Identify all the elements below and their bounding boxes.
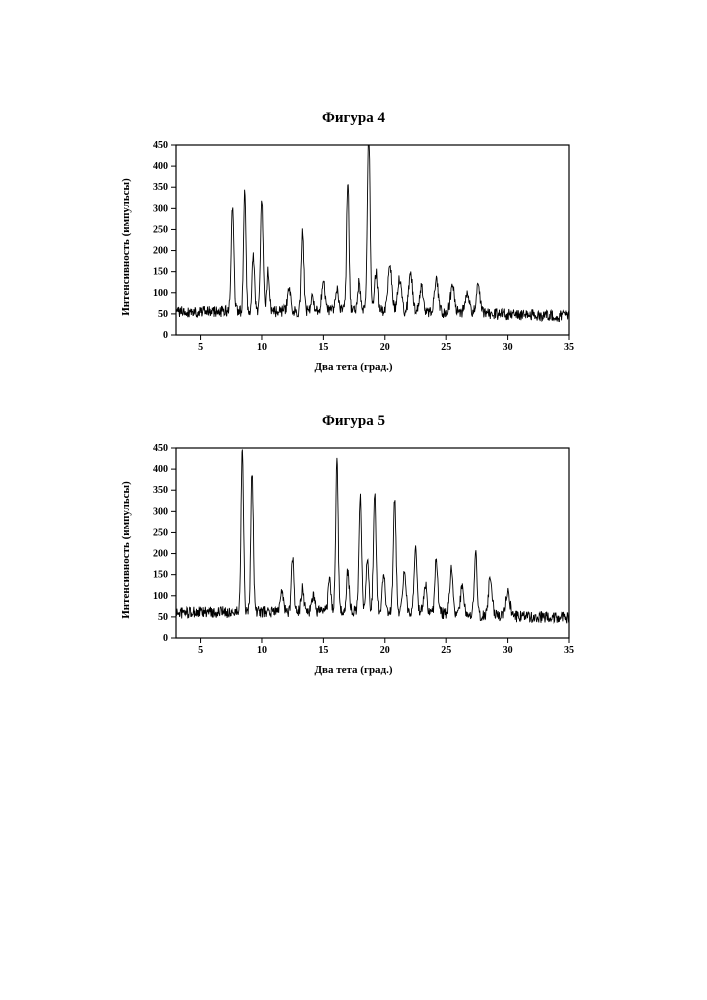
svg-text:20: 20 <box>379 645 389 656</box>
figure-4-title: Фигура 4 <box>134 110 574 127</box>
svg-text:10: 10 <box>256 645 266 656</box>
figure-5-svg: 0 50 100 150 200 250 300 350 400 450 5 10 15 20 25 30 35 <box>134 440 574 660</box>
page: Фигура 4 Интенсивность (импульсы) 050100… <box>0 0 707 1000</box>
figure-4-svg: 0 50 100 150 200 250 300 350 400 450 5 10 15 20 25 30 35 <box>134 137 574 357</box>
figure-4: Фигура 4 Интенсивность (импульсы) 050100… <box>134 110 574 373</box>
figure-4-xlabel: Два тета (град.) <box>134 361 574 373</box>
svg-text:250: 250 <box>153 224 168 235</box>
figure-5-ylabel: Интенсивность (импульсы) <box>120 481 132 619</box>
svg-text:350: 350 <box>153 485 168 496</box>
svg-text:10: 10 <box>256 342 266 353</box>
svg-text:100: 100 <box>153 288 168 299</box>
figure-4-ylabel: Интенсивность (импульсы) <box>120 178 132 316</box>
svg-text:5: 5 <box>198 645 203 656</box>
svg-text:400: 400 <box>153 464 168 475</box>
figure-5-title: Фигура 5 <box>134 413 574 430</box>
figure-4-chart: Интенсивность (импульсы) 050100150200250… <box>134 137 574 357</box>
svg-text:300: 300 <box>153 506 168 517</box>
svg-text:300: 300 <box>153 203 168 214</box>
svg-text:5: 5 <box>198 342 203 353</box>
svg-text:200: 200 <box>153 246 168 257</box>
svg-text:250: 250 <box>153 527 168 538</box>
svg-text:0: 0 <box>163 633 168 644</box>
svg-text:0: 0 <box>163 330 168 341</box>
svg-text:30: 30 <box>502 342 512 353</box>
svg-text:50: 50 <box>158 309 168 320</box>
svg-text:50: 50 <box>158 612 168 623</box>
svg-text:35: 35 <box>564 342 574 353</box>
svg-text:350: 350 <box>153 182 168 193</box>
svg-text:150: 150 <box>153 267 168 278</box>
svg-text:25: 25 <box>441 342 451 353</box>
svg-text:20: 20 <box>379 342 389 353</box>
svg-text:100: 100 <box>153 591 168 602</box>
svg-text:30: 30 <box>502 645 512 656</box>
svg-text:450: 450 <box>153 140 168 151</box>
svg-text:200: 200 <box>153 549 168 560</box>
figure-5-xlabel: Два тета (град.) <box>134 664 574 676</box>
svg-text:35: 35 <box>564 645 574 656</box>
svg-text:400: 400 <box>153 161 168 172</box>
svg-text:450: 450 <box>153 443 168 454</box>
svg-text:15: 15 <box>318 645 328 656</box>
figure-5: Фигура 5 Интенсивность (импульсы) 050100… <box>134 413 574 676</box>
svg-text:150: 150 <box>153 570 168 581</box>
figure-5-chart: Интенсивность (импульсы) 050100150200250… <box>134 440 574 660</box>
svg-text:15: 15 <box>318 342 328 353</box>
svg-text:25: 25 <box>441 645 451 656</box>
